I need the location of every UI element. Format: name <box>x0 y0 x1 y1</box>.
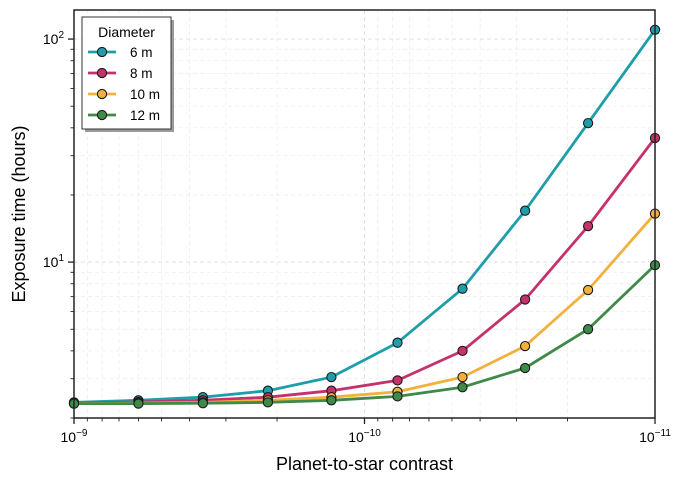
legend: Diameter 6 m 8 m 10 m 12 m <box>81 16 174 132</box>
data-point <box>582 324 594 335</box>
data-point <box>582 220 594 232</box>
data-point <box>197 398 209 409</box>
data-point <box>519 362 531 374</box>
series-line <box>73 28 657 404</box>
legend-items: 6 m 8 m 10 m 12 m <box>88 45 160 123</box>
legend-label: 12 m <box>130 108 160 123</box>
data-point <box>519 340 531 352</box>
data-point <box>519 205 531 216</box>
data-point <box>133 398 144 409</box>
legend-title: Diameter <box>98 24 155 40</box>
y-tick-label: 102 <box>43 30 65 47</box>
legend-item: 10 m <box>88 87 160 102</box>
legend-item: 8 m <box>88 66 153 81</box>
data-point <box>457 283 468 294</box>
legend-label: 10 m <box>130 87 160 102</box>
plot-frame <box>73 9 656 419</box>
legend-swatch-marker <box>96 67 108 79</box>
series-line <box>73 137 657 405</box>
legend-item: 12 m <box>88 108 160 123</box>
x-tick-label: 10−10 <box>348 428 381 445</box>
data-point <box>392 375 403 386</box>
series-12m <box>68 259 661 409</box>
x-axis-label: Planet-to-star contrast <box>276 454 453 474</box>
data-point <box>457 371 468 383</box>
x-tick-label: 10−11 <box>639 428 671 445</box>
data-point <box>392 391 403 402</box>
data-point <box>457 382 468 393</box>
legend-item: 6 m <box>88 45 153 60</box>
series-10m <box>68 208 661 409</box>
data-point <box>262 397 274 408</box>
legend-label: 8 m <box>130 66 153 81</box>
y-tick-label: 101 <box>43 253 65 270</box>
legend-label: 6 m <box>130 45 153 60</box>
data-point <box>457 345 468 357</box>
x-tick-label: 10−9 <box>61 428 88 445</box>
data-point <box>392 337 403 348</box>
data-point <box>326 395 337 406</box>
data-point <box>326 371 337 383</box>
y-axis-label: Exposure time (hours) <box>9 125 29 302</box>
series-line <box>74 264 656 406</box>
data-point <box>582 117 594 129</box>
data-point <box>582 284 594 296</box>
legend-swatch-marker <box>96 46 108 58</box>
legend-swatch-marker <box>96 109 108 121</box>
legend-swatch-marker <box>96 88 108 100</box>
data-point <box>519 294 531 305</box>
tick-labels: 10−9 10−10 10−11 101 102 <box>43 30 671 445</box>
